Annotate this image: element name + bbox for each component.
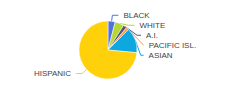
- svg-text:WHITE: WHITE: [139, 21, 165, 30]
- svg-text:PACIFIC ISL.: PACIFIC ISL.: [149, 41, 196, 50]
- svg-text:HISPANIC: HISPANIC: [34, 69, 71, 78]
- svg-text:BLACK: BLACK: [123, 11, 150, 20]
- svg-text:ASIAN: ASIAN: [149, 51, 173, 60]
- svg-text:A.I.: A.I.: [146, 31, 158, 40]
